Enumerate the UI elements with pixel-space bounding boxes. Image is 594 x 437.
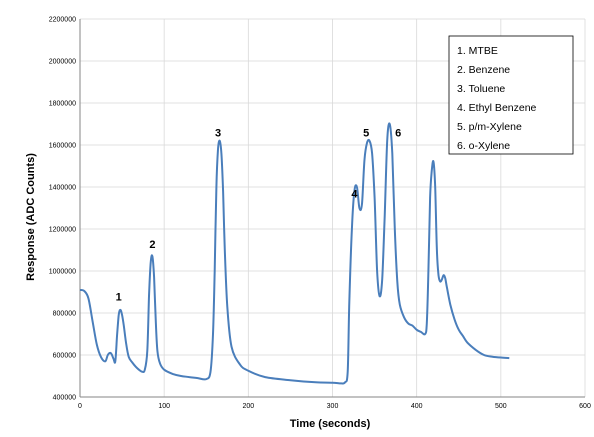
series-layer	[79, 122, 510, 385]
y-tick-label: 1400000	[49, 185, 76, 192]
peak-label: 2	[149, 239, 155, 251]
x-tick-label: 200	[242, 403, 254, 410]
peak-label: 6	[395, 128, 401, 140]
y-tick-label: 600000	[53, 353, 76, 360]
legend-entry-6: 6. o-Xylene	[457, 140, 510, 152]
x-tick-label: 600	[579, 403, 591, 410]
axes	[79, 19, 585, 398]
peak-label: 5	[363, 128, 369, 140]
y-tick-label: 400000	[53, 395, 76, 402]
y-tick-label: 1000000	[49, 269, 76, 276]
legend-box	[448, 35, 574, 155]
y-tick-label: 2000000	[49, 59, 76, 66]
x-tick-labels: 0 100 200 300 400 500 600	[78, 403, 591, 410]
x-tick-label: 400	[411, 403, 423, 410]
legend-entry-3: 3. Toluene	[457, 83, 505, 95]
x-tick-label: 0	[78, 403, 82, 410]
y-axis-title: Response (ADC Counts)	[25, 153, 37, 281]
y-tick-label: 800000	[53, 311, 76, 318]
x-axis-title: Time (seconds)	[290, 418, 371, 430]
grid	[80, 18, 586, 397]
y-tick-label: 2200000	[49, 17, 76, 24]
peak-label: 4	[351, 189, 358, 201]
x-tick-label: 100	[158, 403, 170, 410]
legend: 1. MTBE 2. Benzene 3. Toluene 4. Ethyl B…	[448, 35, 574, 155]
legend-entry-1: 1. MTBE	[457, 45, 498, 57]
y-tick-label: 1800000	[49, 101, 76, 108]
legend-entry-5: 5. p/m-Xylene	[457, 121, 522, 133]
peak-labels: 1 2 3 4 5 6	[116, 128, 402, 304]
x-tick-label: 500	[495, 403, 507, 410]
y-tick-labels: 400000 600000 800000 1000000 1200000 1400000 1…	[49, 17, 76, 402]
peak-label: 1	[116, 291, 122, 303]
peak-label: 3	[215, 128, 221, 140]
y-tick-label: 1200000	[49, 227, 76, 234]
x-tick-label: 300	[327, 403, 339, 410]
series-line	[79, 122, 510, 385]
y-tick-label: 1600000	[49, 143, 76, 150]
legend-entry-4: 4. Ethyl Benzene	[457, 102, 537, 114]
legend-entry-2: 2. Benzene	[457, 64, 510, 76]
